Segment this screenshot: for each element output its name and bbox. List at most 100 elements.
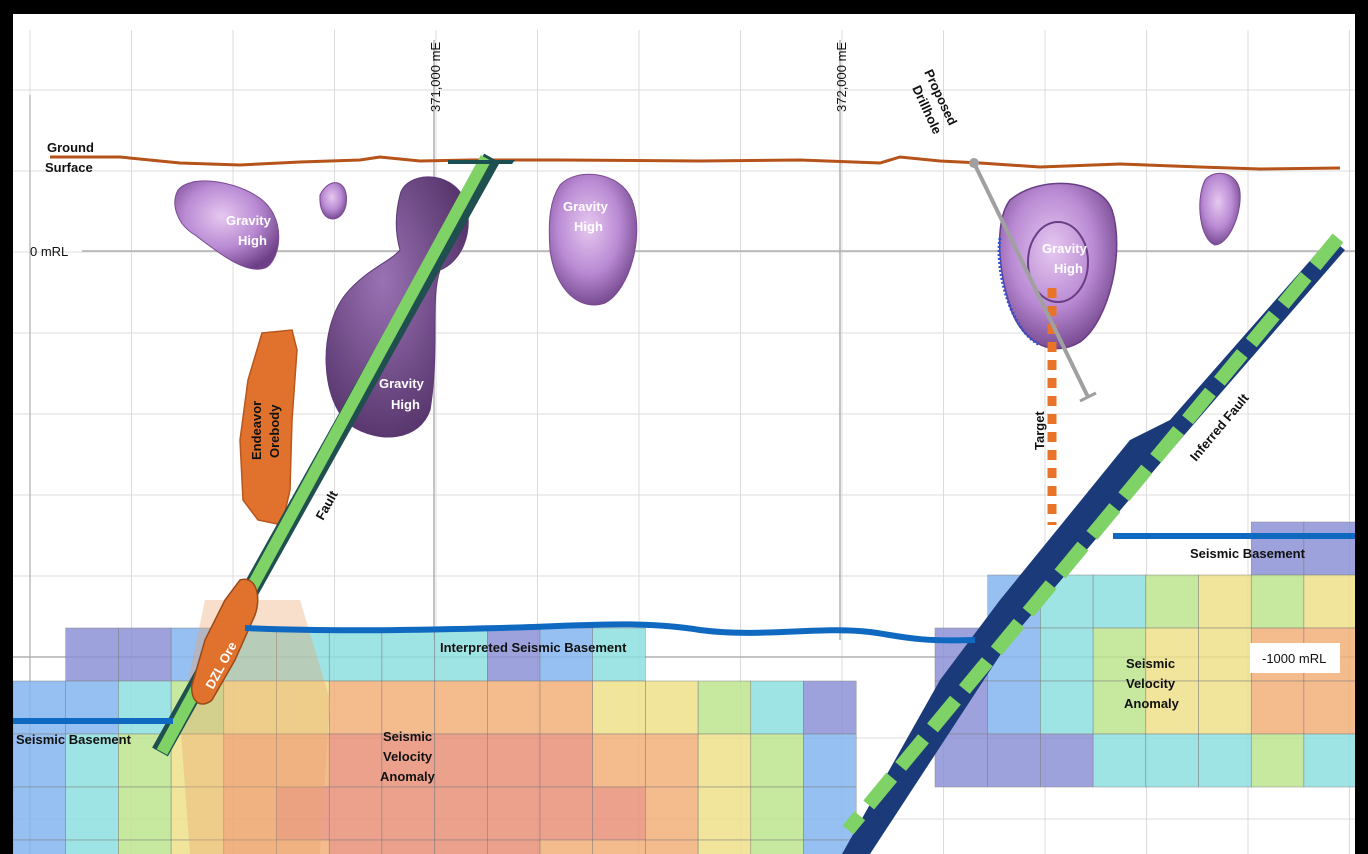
velocity-cell bbox=[987, 680, 1041, 735]
velocity-cell bbox=[65, 680, 119, 735]
target-label: Target bbox=[1032, 411, 1047, 450]
velocity-cell bbox=[170, 786, 225, 841]
velocity-cell bbox=[1250, 680, 1305, 735]
gravity-body-6 bbox=[1199, 172, 1241, 246]
velocity-cell bbox=[223, 786, 277, 841]
velocity-cell bbox=[1145, 733, 1199, 788]
velocity-cell bbox=[1198, 680, 1252, 735]
ground-surface-line bbox=[50, 155, 1341, 171]
endeavor-orebody-label-2: Orebody bbox=[267, 404, 282, 458]
velocity-cell bbox=[118, 786, 172, 841]
velocity-cell bbox=[1040, 627, 1094, 682]
alteration-halo bbox=[180, 600, 330, 854]
velocity-cell bbox=[1040, 733, 1094, 788]
velocity-cell bbox=[328, 839, 383, 854]
velocity-cell bbox=[750, 786, 804, 841]
velocity-cell bbox=[1250, 574, 1305, 629]
velocity-cell bbox=[487, 839, 541, 854]
velocity-cell bbox=[1198, 733, 1252, 788]
seismic-velocity-anomaly-label-left-1: Seismic bbox=[383, 729, 432, 744]
velocity-cell bbox=[434, 733, 488, 788]
velocity-cell bbox=[592, 786, 646, 841]
velocity-cell bbox=[934, 733, 988, 788]
gravity-body-2 bbox=[319, 182, 347, 220]
drillhole-collar bbox=[969, 158, 979, 168]
velocity-cell bbox=[13, 786, 66, 841]
velocity-cell bbox=[1357, 522, 1368, 575]
velocity-cell bbox=[592, 680, 646, 735]
velocity-cell bbox=[1092, 680, 1147, 735]
fault-surface-cap bbox=[448, 160, 515, 164]
seismic-velocity-anomaly-label-right-2: Velocity bbox=[1126, 676, 1176, 691]
rl-label-minus-1000: -1000 mRL bbox=[1262, 651, 1326, 666]
easting-label-371000: 371,000 mE bbox=[428, 42, 443, 112]
velocity-cell bbox=[223, 680, 277, 735]
endeavor-orebody-label-1: Endeavor bbox=[249, 401, 264, 460]
velocity-cell bbox=[1092, 733, 1147, 788]
drillhole-end bbox=[1079, 391, 1097, 403]
velocity-cell bbox=[118, 627, 172, 682]
velocity-cell bbox=[276, 839, 330, 854]
seismic-velocity-anomaly-label-right-3: Anomaly bbox=[1124, 696, 1180, 711]
velocity-cell bbox=[328, 680, 383, 735]
velocity-cell bbox=[1092, 627, 1147, 682]
velocity-cell bbox=[13, 839, 66, 854]
velocity-cell bbox=[276, 680, 330, 735]
velocity-cell bbox=[987, 733, 1041, 788]
velocity-cell bbox=[539, 839, 593, 854]
gravity-body-1 bbox=[174, 180, 280, 270]
velocity-cell bbox=[1198, 627, 1252, 682]
velocity-cell bbox=[381, 786, 435, 841]
velocity-cell bbox=[697, 733, 752, 788]
velocity-cell bbox=[487, 680, 541, 735]
velocity-cell bbox=[645, 786, 699, 841]
velocity-cell bbox=[118, 839, 172, 854]
seismic-velocity-anomaly-label-left-3: Anomaly bbox=[380, 769, 436, 784]
seismic-basement-label-left: Seismic Basement bbox=[16, 732, 132, 747]
velocity-cell bbox=[328, 786, 383, 841]
velocity-cell bbox=[276, 786, 330, 841]
seismic-velocity-anomaly-label-right-1: Seismic bbox=[1126, 656, 1175, 671]
velocity-cell bbox=[1250, 733, 1305, 788]
velocity-cell bbox=[592, 839, 646, 854]
velocity-cell bbox=[65, 786, 119, 841]
velocity-cell bbox=[1357, 575, 1368, 628]
gravity-high-label-3a: Gravity bbox=[379, 376, 425, 391]
inferred-fault-body bbox=[842, 238, 1345, 854]
velocity-cell bbox=[434, 839, 488, 854]
velocity-cell bbox=[1303, 574, 1355, 629]
velocity-cell bbox=[381, 627, 435, 682]
velocity-cell bbox=[65, 627, 119, 682]
velocity-cell bbox=[1145, 574, 1199, 629]
velocity-cell bbox=[750, 733, 804, 788]
velocity-cell bbox=[750, 839, 804, 854]
gravity-body-4 bbox=[548, 173, 638, 306]
gravity-high-label-4a: Gravity bbox=[1042, 241, 1088, 256]
gravity-high-label-1a: Gravity bbox=[226, 213, 272, 228]
velocity-cell bbox=[645, 839, 699, 854]
velocity-cell bbox=[539, 680, 593, 735]
velocity-cell bbox=[170, 839, 225, 854]
gravity-high-label-4b: High bbox=[1054, 261, 1083, 276]
seismic-velocity-anomaly-left bbox=[13, 627, 857, 854]
gravity-high-label-3b: High bbox=[391, 397, 420, 412]
velocity-cell bbox=[328, 627, 383, 682]
velocity-cell bbox=[803, 786, 857, 841]
velocity-cell bbox=[539, 786, 593, 841]
velocity-cell bbox=[539, 733, 593, 788]
gravity-high-bodies bbox=[174, 172, 1241, 438]
velocity-cell bbox=[1198, 574, 1252, 629]
velocity-cell bbox=[65, 733, 119, 788]
velocity-cell bbox=[13, 680, 66, 735]
velocity-cell bbox=[434, 680, 488, 735]
proposed-drillhole-line bbox=[972, 162, 1090, 398]
velocity-cell bbox=[223, 839, 277, 854]
velocity-cell bbox=[803, 680, 857, 735]
gravity-high-label-1b: High bbox=[238, 233, 267, 248]
gravity-high-label-2a: Gravity bbox=[563, 199, 609, 214]
velocity-cell bbox=[1357, 681, 1368, 734]
velocity-cell bbox=[803, 733, 857, 788]
velocity-cell bbox=[276, 627, 330, 682]
velocity-cell bbox=[592, 627, 646, 682]
